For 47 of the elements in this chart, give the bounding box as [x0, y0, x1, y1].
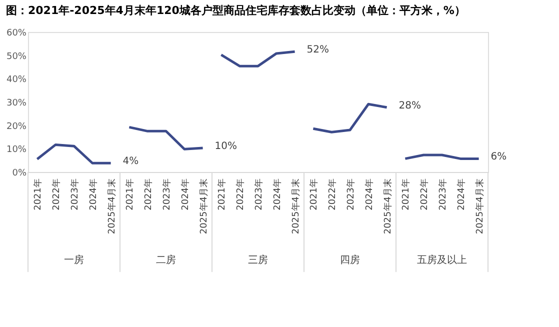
x-tick-label: 2025年4月末 — [382, 178, 394, 234]
x-tick-label: 2021年 — [400, 178, 412, 210]
text: 四房 — [340, 254, 360, 266]
x-tick-label: 2021年 — [216, 178, 228, 210]
x-tick-label: 2024年 — [88, 178, 99, 210]
x-tick-label: 2025年4月末 — [474, 178, 486, 234]
y-tick-label: 50% — [6, 52, 27, 62]
line-series — [312, 102, 388, 134]
x-tick-label: 2022年 — [235, 178, 246, 210]
y-tick-label: 60% — [6, 28, 27, 38]
x-tick-label: 2023年 — [346, 178, 356, 210]
x-tick-label: 2023年 — [438, 178, 448, 210]
x-tick-label: 2024年 — [272, 178, 283, 210]
x-tick-label: 2024年 — [456, 178, 467, 210]
x-tick-label: 2022年 — [419, 178, 430, 210]
y-tick-label: 30% — [6, 98, 27, 108]
data-label: 28% — [398, 100, 422, 112]
x-tick-label: 2022年 — [327, 178, 338, 210]
x-tick-label: 2023年 — [254, 178, 264, 210]
y-tick-label: 0% — [12, 168, 27, 178]
x-tick-label: 2021年 — [124, 178, 136, 210]
x-tick-label: 2022年 — [143, 178, 154, 210]
data-label: 4% — [122, 156, 139, 168]
y-tick-label: 20% — [6, 122, 27, 132]
x-tick-label: 2023年 — [162, 178, 172, 210]
text: 五房及以上 — [417, 254, 467, 266]
text: 一房 — [64, 254, 84, 266]
line-series — [36, 143, 112, 164]
y-tick-label: 10% — [6, 145, 27, 156]
text: 三房 — [248, 254, 268, 266]
line-series — [220, 50, 296, 68]
x-tick-label: 2024年 — [180, 178, 191, 210]
data-label: 10% — [214, 140, 238, 152]
x-tick-label: 2025年4月末 — [198, 178, 210, 234]
x-tick-label: 2025年4月末 — [290, 178, 302, 234]
line-series — [128, 126, 204, 150]
data-label: 52% — [306, 44, 330, 56]
x-tick-label: 2024年 — [364, 178, 375, 210]
chart-title: 图：2021年-2025年4月末年120城各户型商品住宅库存套数占比变动（单位：平方米，%） — [6, 4, 466, 17]
x-tick-label: 2022年 — [51, 178, 62, 210]
data-label: 6% — [490, 152, 507, 163]
x-tick-label: 2025年4月末 — [106, 178, 118, 234]
x-tick-label: 2021年 — [32, 178, 44, 210]
text: 二房 — [156, 254, 176, 266]
y-tick-label: 40% — [6, 75, 27, 86]
x-tick-label: 2021年 — [308, 178, 320, 210]
x-tick-label: 2023年 — [70, 178, 80, 210]
